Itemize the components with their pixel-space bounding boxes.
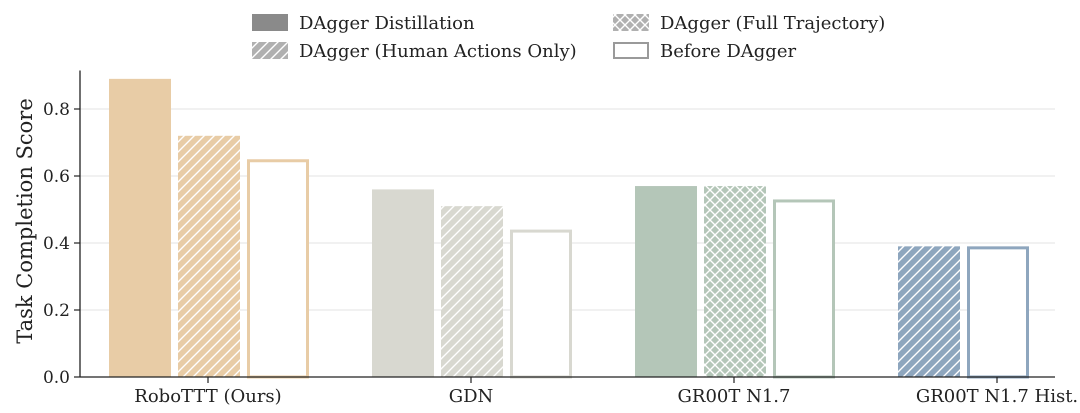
y-tick-label: 0.6 (43, 167, 70, 187)
legend-label-before: Before DAgger (660, 41, 796, 62)
bar-distill (635, 186, 697, 377)
legend: DAgger Distillation DAgger (Full Trajecto… (252, 13, 885, 62)
bar-human (441, 206, 503, 377)
bar-before (510, 229, 572, 379)
legend-label-distill: DAgger Distillation (299, 13, 475, 34)
x-tick-label: RoboTTT (Ours) (134, 386, 281, 407)
legend-label-human: DAgger (Human Actions Only) (299, 41, 577, 62)
legend-swatch-full (613, 14, 649, 31)
bar-before (247, 159, 309, 379)
bar-before (967, 246, 1029, 379)
y-axis-title: Task Completion Score (13, 98, 37, 344)
bar-human (178, 135, 240, 377)
legend-swatch-human (252, 42, 288, 59)
x-tick-label: GR00T N1.7 (678, 386, 791, 407)
bar-before (773, 199, 835, 379)
axes: Task Completion Score 0.0 0.2 0.4 0.6 0.8 Rob… (13, 70, 1078, 407)
legend-swatch-before (613, 42, 649, 59)
x-tick-label: GDN (449, 386, 494, 407)
y-tick-label: 0.2 (43, 301, 70, 321)
bars (109, 78, 1029, 379)
x-tick-label: GR00T N1.7 Hist. (916, 386, 1078, 407)
bar-full (704, 186, 766, 377)
bar-distill (372, 189, 434, 377)
y-tick-label: 0.0 (43, 368, 70, 388)
bar-human (898, 246, 960, 377)
bar-distill (109, 78, 171, 377)
y-tick-label: 0.8 (43, 100, 70, 120)
legend-label-full: DAgger (Full Trajectory) (660, 13, 885, 34)
y-tick-label: 0.4 (43, 234, 70, 254)
legend-swatch-distill (252, 14, 288, 31)
